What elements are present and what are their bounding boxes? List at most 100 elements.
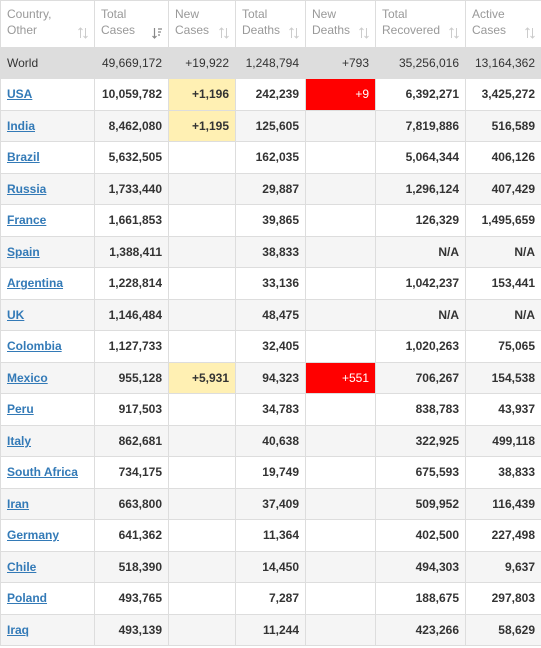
total-cases-cell: 862,681 xyxy=(94,424,169,457)
country-link[interactable]: Iraq xyxy=(7,622,30,637)
table-row: Peru 917,503 34,783 838,783 43,937 xyxy=(0,393,541,426)
table-row: India 8,462,080 +1,195 125,605 7,819,886 516,… xyxy=(0,109,541,142)
total-deaths-cell: 39,865 xyxy=(235,204,306,237)
total-deaths-cell: 29,887 xyxy=(235,172,306,205)
column-header-new-deaths[interactable]: New Deaths xyxy=(305,0,376,48)
column-header-new-cases[interactable]: New Cases xyxy=(168,0,236,48)
total-deaths-cell: 11,364 xyxy=(235,519,306,552)
active-cases-cell: 1,495,659 xyxy=(465,204,541,237)
table-row: Mexico 955,128 +5,931 94,323 +551 706,267 154,… xyxy=(0,361,541,394)
active-cases-cell: 75,065 xyxy=(465,330,541,363)
country-link[interactable]: Spain xyxy=(7,244,40,259)
active-cases-cell: 297,803 xyxy=(465,582,541,615)
sort-both-icon[interactable] xyxy=(289,27,299,39)
country-link[interactable]: Peru xyxy=(7,402,34,417)
country-link[interactable]: USA xyxy=(7,87,33,102)
country-link[interactable]: UK xyxy=(7,307,25,322)
sort-both-icon[interactable] xyxy=(449,27,459,39)
total-recovered-cell: 706,267 xyxy=(375,361,466,394)
total-deaths-cell: 38,833 xyxy=(235,235,306,268)
country-link[interactable]: Poland xyxy=(7,591,48,606)
total-cases-cell: 1,127,733 xyxy=(94,330,169,363)
column-header-label: Active Cases xyxy=(472,7,507,37)
new-deaths-cell xyxy=(305,613,376,646)
country-link[interactable]: Italy xyxy=(7,433,32,448)
sort-both-icon[interactable] xyxy=(525,27,535,39)
country-link[interactable]: Chile xyxy=(7,559,37,574)
new-deaths-cell xyxy=(305,424,376,457)
new-deaths-cell xyxy=(305,393,376,426)
world-new-deaths: +793 xyxy=(305,47,376,79)
total-recovered-cell: 509,952 xyxy=(375,487,466,520)
table-body: World 49,669,172 +19,922 1,248,794 +793 … xyxy=(0,47,541,646)
country-link[interactable]: Argentina xyxy=(7,276,64,291)
total-recovered-cell: 494,303 xyxy=(375,550,466,583)
country-link[interactable]: Brazil xyxy=(7,150,40,165)
country-link[interactable]: France xyxy=(7,213,47,228)
country-link[interactable]: Germany xyxy=(7,528,60,543)
total-recovered-cell: 7,819,886 xyxy=(375,109,466,142)
new-deaths-cell xyxy=(305,582,376,615)
total-cases-cell: 1,661,853 xyxy=(94,204,169,237)
table-row: Iran 663,800 37,409 509,952 116,439 xyxy=(0,487,541,520)
country-cell: Iraq xyxy=(0,613,95,646)
column-header-active-cases[interactable]: Active Cases xyxy=(465,0,541,48)
column-header-total-recovered[interactable]: Total Recovered xyxy=(375,0,466,48)
country-link[interactable]: India xyxy=(7,118,36,133)
new-deaths-cell xyxy=(305,330,376,363)
total-cases-cell: 5,632,505 xyxy=(94,141,169,174)
column-header-total-deaths[interactable]: Total Deaths xyxy=(235,0,306,48)
total-recovered-cell: 402,500 xyxy=(375,519,466,552)
country-link[interactable]: South Africa xyxy=(7,465,78,480)
new-deaths-cell xyxy=(305,204,376,237)
new-deaths-cell xyxy=(305,109,376,142)
country-link[interactable]: Colombia xyxy=(7,339,62,354)
new-deaths-cell xyxy=(305,141,376,174)
active-cases-cell: 154,538 xyxy=(465,361,541,394)
table-row: Brazil 5,632,505 162,035 5,064,344 406,126 xyxy=(0,141,541,174)
column-header-label: Total Deaths xyxy=(242,7,281,37)
country-link[interactable]: Iran xyxy=(7,496,30,511)
new-cases-cell xyxy=(168,172,236,205)
sort-both-icon[interactable] xyxy=(219,27,229,39)
world-total-cases: 49,669,172 xyxy=(94,47,169,79)
world-active-cases: 13,164,362 xyxy=(465,47,541,79)
active-cases-cell: N/A xyxy=(465,235,541,268)
total-deaths-cell: 19,749 xyxy=(235,456,306,489)
total-deaths-cell: 32,405 xyxy=(235,330,306,363)
table-row: UK 1,146,484 48,475 N/A N/A xyxy=(0,298,541,331)
sort-desc-active-icon[interactable] xyxy=(152,27,162,39)
country-link[interactable]: Russia xyxy=(7,181,47,196)
world-country: World xyxy=(0,47,95,79)
column-header-country[interactable]: Country, Other xyxy=(0,0,95,48)
new-cases-cell xyxy=(168,424,236,457)
new-cases-cell xyxy=(168,613,236,646)
column-header-total-cases[interactable]: Total Cases xyxy=(94,0,169,48)
table-row: Spain 1,388,411 38,833 N/A N/A xyxy=(0,235,541,268)
country-link[interactable]: Mexico xyxy=(7,370,48,385)
country-cell: Peru xyxy=(0,393,95,426)
sort-both-icon[interactable] xyxy=(359,27,369,39)
active-cases-cell: 153,441 xyxy=(465,267,541,300)
total-cases-cell: 10,059,782 xyxy=(94,78,169,111)
column-header-label: New Cases xyxy=(175,7,210,37)
new-deaths-cell xyxy=(305,456,376,489)
active-cases-cell: 58,629 xyxy=(465,613,541,646)
world-total-recovered: 35,256,016 xyxy=(375,47,466,79)
sort-both-icon[interactable] xyxy=(78,27,88,39)
new-cases-cell xyxy=(168,456,236,489)
world-total-deaths: 1,248,794 xyxy=(235,47,306,79)
total-recovered-cell: 838,783 xyxy=(375,393,466,426)
new-cases-cell xyxy=(168,298,236,331)
country-cell: Italy xyxy=(0,424,95,457)
total-recovered-cell: 423,266 xyxy=(375,613,466,646)
total-deaths-cell: 162,035 xyxy=(235,141,306,174)
total-recovered-cell: 5,064,344 xyxy=(375,141,466,174)
column-header-label: Country, Other xyxy=(7,7,52,37)
table-header: Country, Other Total Cases New Cases Total … xyxy=(0,0,541,48)
total-deaths-cell: 125,605 xyxy=(235,109,306,142)
table-row: Italy 862,681 40,638 322,925 499,118 xyxy=(0,424,541,457)
total-recovered-cell: 126,329 xyxy=(375,204,466,237)
new-cases-cell xyxy=(168,330,236,363)
